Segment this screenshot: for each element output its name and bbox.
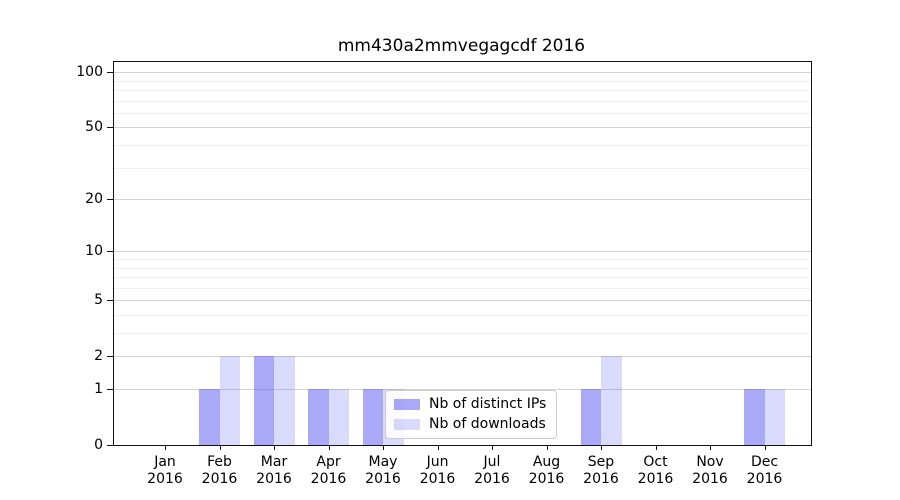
- x-tick-label-jul: Jul 2016: [474, 454, 510, 487]
- x-tick-apr: [328, 445, 330, 450]
- gridline-y-60: [114, 112, 811, 114]
- gridline-y-9: [114, 259, 811, 260]
- legend-swatch-distinct-ips: [394, 399, 420, 410]
- y-tick-label-5: 5: [94, 292, 103, 309]
- gridline-y-3: [114, 333, 811, 335]
- x-tick-oct: [655, 445, 657, 450]
- x-tick-nov: [710, 445, 711, 450]
- y-tick-50: [107, 127, 113, 129]
- legend-label-distinct-ips: Nb of distinct IPs: [429, 396, 547, 412]
- x-tick-label-jan: Jan 2016: [147, 454, 183, 487]
- gridline-y-90: [114, 80, 811, 82]
- x-tick-label-may: May 2016: [365, 454, 401, 487]
- y-tick-label-2: 2: [94, 348, 103, 365]
- bar-apr-downloads: [328, 389, 349, 445]
- x-tick-jun: [437, 445, 439, 450]
- gridline-y-100: [114, 72, 811, 74]
- x-tick-label-sep: Sep 2016: [583, 454, 619, 487]
- x-tick-feb: [219, 445, 221, 450]
- gridline-y-1: [114, 389, 811, 390]
- gridline-y-6: [114, 287, 811, 289]
- y-tick-100: [107, 72, 113, 74]
- bar-mar-distinct-ips: [253, 356, 274, 445]
- bar-apr-distinct-ips: [308, 389, 329, 445]
- y-tick-label-10: 10: [85, 243, 103, 260]
- legend: Nb of distinct IPs Nb of downloads: [385, 390, 558, 439]
- gridline-y-2: [114, 356, 811, 358]
- x-tick-label-nov: Nov 2016: [692, 454, 728, 487]
- gridline-y-40: [114, 145, 811, 147]
- gridline-y-10: [114, 251, 811, 253]
- x-tick-label-dec: Dec 2016: [746, 454, 783, 487]
- bar-sep-downloads: [601, 356, 622, 445]
- x-tick-sep: [601, 445, 602, 450]
- x-tick-dec: [764, 445, 766, 450]
- gridline-y-20: [114, 199, 811, 201]
- gridline-y-50: [114, 127, 811, 129]
- gridline-y-80: [114, 90, 811, 92]
- y-tick-2: [107, 356, 113, 358]
- bar-may-distinct-ips: [362, 389, 383, 445]
- x-tick-label-apr: Apr 2016: [310, 454, 347, 487]
- chart-title: mm430a2mmvegagcdf 2016: [337, 36, 586, 56]
- x-tick-label-feb: Feb 2016: [201, 454, 238, 487]
- x-tick-label-mar: Mar 2016: [256, 454, 292, 487]
- legend-item-distinct-ips: Nb of distinct IPs: [394, 397, 546, 412]
- x-tick-label-oct: Oct 2016: [637, 454, 674, 487]
- y-tick-label-20: 20: [85, 191, 103, 208]
- y-tick-label-100: 100: [76, 64, 103, 81]
- bar-feb-distinct-ips: [199, 389, 220, 445]
- gridline-y-4: [114, 314, 811, 316]
- x-tick-label-jun: Jun 2016: [419, 454, 456, 487]
- bar-sep-distinct-ips: [580, 389, 601, 445]
- x-tick-jul: [492, 445, 493, 450]
- y-tick-5: [107, 300, 113, 302]
- plot-area: 0 1 2 5 10 20 50 100 Jan 2016 Feb 2016 Mar 2016 Apr 20…: [76, 61, 812, 487]
- gridline-y-5: [114, 300, 811, 302]
- gridline-y-30: [114, 167, 811, 169]
- y-tick-20: [107, 199, 113, 201]
- x-tick-label-aug: Aug 2016: [528, 454, 565, 487]
- bar-feb-downloads: [219, 356, 240, 445]
- y-tick-0: [107, 445, 113, 446]
- y-tick-label-50: 50: [85, 119, 103, 136]
- y-tick-label-0: 0: [94, 437, 103, 453]
- bar-dec-downloads: [764, 389, 785, 445]
- y-tick-1: [107, 389, 113, 390]
- x-tick-mar: [274, 445, 275, 450]
- x-tick-jan: [165, 445, 166, 450]
- y-tick-label-1: 1: [94, 381, 103, 397]
- y-tick-10: [107, 251, 113, 253]
- legend-label-downloads: Nb of downloads: [429, 416, 546, 432]
- bar-mar-downloads: [274, 356, 295, 445]
- gridline-y-7: [114, 277, 811, 279]
- legend-swatch-downloads: [394, 419, 420, 430]
- bar-dec-distinct-ips: [744, 389, 765, 445]
- legend-item-downloads: Nb of downloads: [394, 417, 546, 432]
- x-tick-aug: [546, 445, 548, 450]
- gridline-y-70: [114, 100, 811, 102]
- gridline-y-8: [114, 267, 811, 269]
- x-tick-may: [383, 445, 384, 450]
